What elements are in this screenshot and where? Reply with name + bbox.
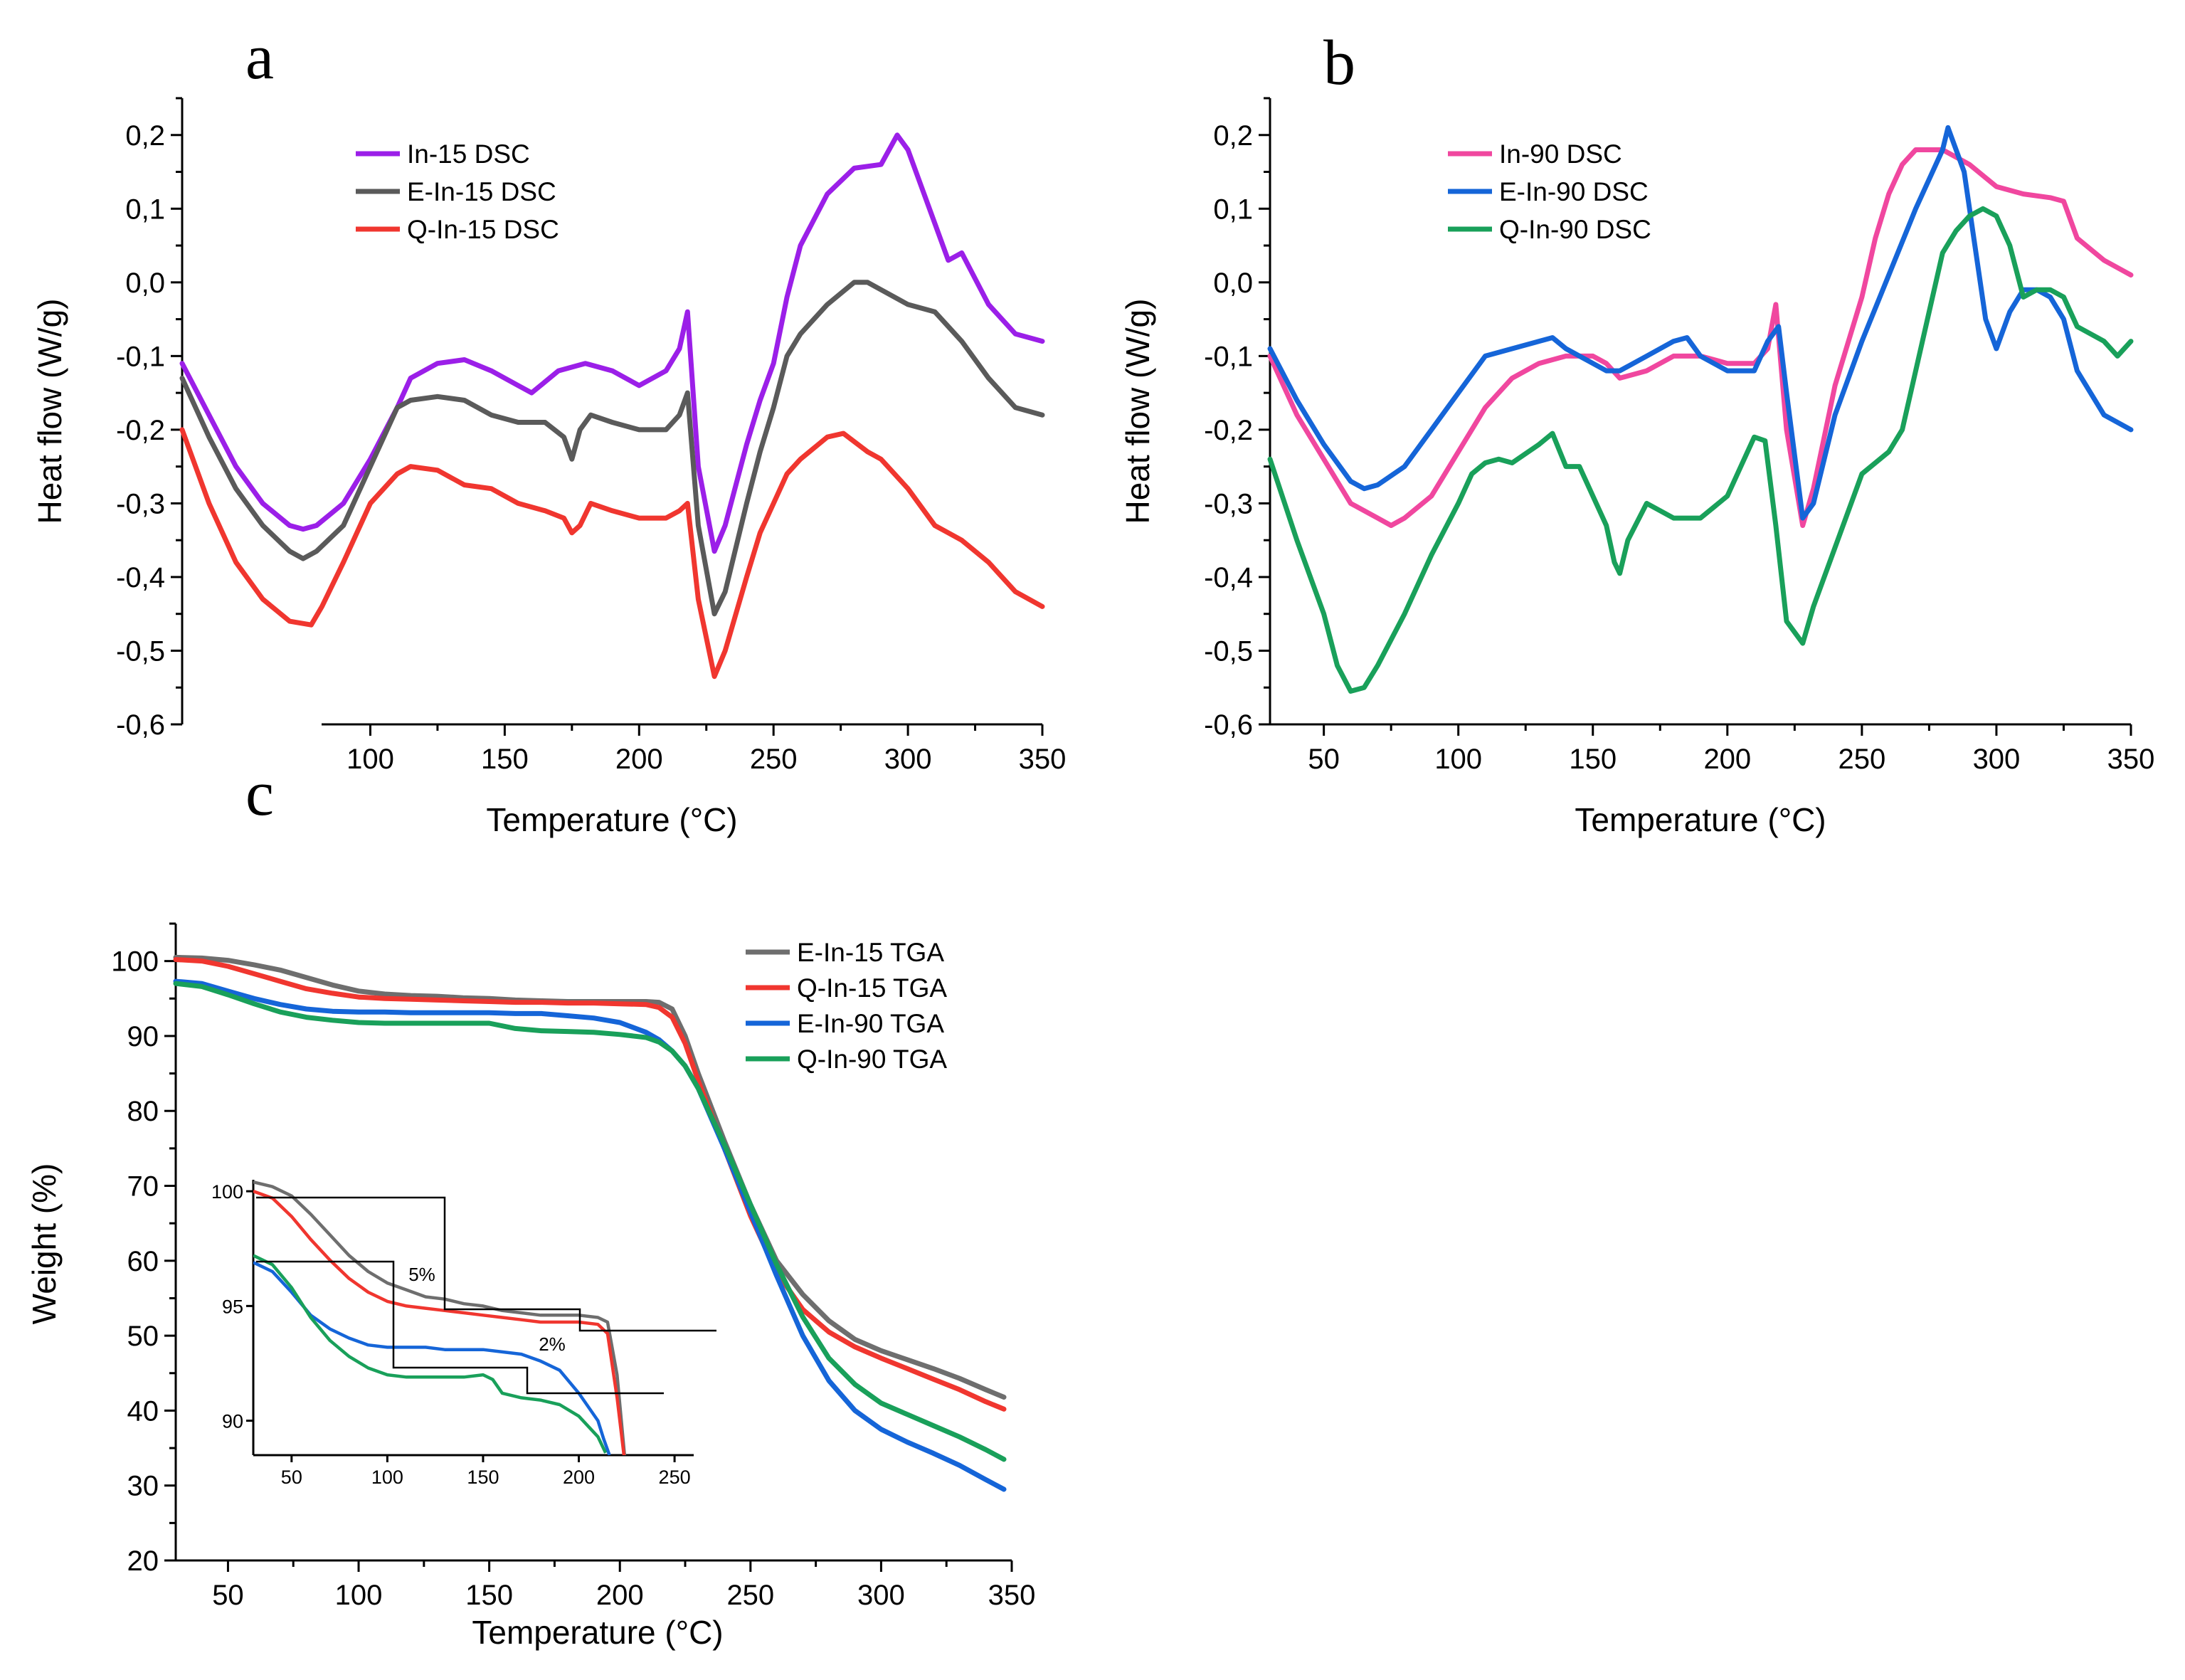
inset-series-line-e-in-15-tga: [253, 1180, 627, 1455]
legend-label: E-In-15 DSC: [407, 177, 556, 206]
legend-label: E-In-90 DSC: [1499, 177, 1649, 206]
inset-annotation-5-percent: 5%: [408, 1264, 435, 1285]
y-tick-label: 0,0: [125, 268, 165, 299]
y-tick-label: 0,0: [1213, 268, 1253, 299]
y-tick-label: 20: [127, 1546, 159, 1577]
panel-letter-b: b: [1323, 28, 1355, 98]
series-line-q-in-90-tga: [173, 981, 1007, 1462]
x-tick-label: 300: [1973, 744, 2021, 775]
x-tick-label: 350: [988, 1580, 1036, 1611]
legend-label: E-In-15 TGA: [797, 938, 944, 967]
legend-label: E-In-90 TGA: [797, 1009, 944, 1038]
series-line-q-in-15-dsc: [179, 427, 1045, 680]
inset-x-tick-label: 150: [467, 1467, 499, 1488]
legend-label: Q-In-90 DSC: [1499, 215, 1651, 244]
x-tick-label: 50: [1308, 744, 1340, 775]
legend-label: Q-In-15 DSC: [407, 215, 559, 244]
inset-x-tick-label: 100: [371, 1467, 403, 1488]
x-tick-label: 150: [465, 1580, 513, 1611]
y-tick-label: -0,3: [116, 488, 165, 519]
panel-a-dsc-chart: -0,6 -0,5 -0,4 -0,3 -0,2 -0,1 0,0 0,1 0,2 100 150 2…: [31, 97, 1067, 838]
x-tick-label: 200: [1703, 744, 1751, 775]
y-tick-label: 40: [127, 1395, 159, 1427]
series-line-q-in-90-dsc: [1267, 206, 2134, 694]
y-tick-label: 0,2: [125, 120, 165, 152]
inset-y-tick-label: 90: [222, 1411, 243, 1432]
series-line-in-15-dsc: [179, 132, 1045, 554]
legend-label: Q-In-90 TGA: [797, 1045, 947, 1074]
panel-b-dsc-chart: -0,6 -0,5 -0,4 -0,3 -0,2 -0,1 0,0 0,1 0,2 50 100 15…: [1119, 97, 2155, 838]
y-tick-label: 0,1: [1213, 194, 1253, 225]
inset-y-tick-label: 100: [211, 1181, 243, 1203]
x-tick-label: 250: [726, 1580, 774, 1611]
x-tick-label: 300: [857, 1580, 905, 1611]
inset-series-line-q-in-90-tga: [253, 1254, 608, 1454]
x-tick-label: 350: [2107, 744, 2155, 775]
x-tick-label: 250: [1839, 744, 1886, 775]
y-tick-label: 100: [111, 946, 159, 978]
y-tick-label: -0,2: [1204, 415, 1253, 446]
y-axis-title: Heat flow (W/g): [1119, 299, 1156, 524]
bracket-5-percent: [256, 1196, 716, 1332]
series-line-q-in-15-tga: [173, 957, 1007, 1412]
inset-x-tick-label: 50: [281, 1467, 302, 1488]
x-tick-label: 350: [1019, 744, 1067, 775]
y-tick-label: -0,5: [1204, 635, 1253, 667]
y-tick-label: -0,6: [1204, 709, 1253, 741]
y-tick-label: 70: [127, 1171, 159, 1203]
x-tick-label: 200: [615, 744, 663, 775]
y-tick-label: -0,4: [1204, 562, 1253, 593]
series-line-e-in-90-tga: [173, 978, 1007, 1492]
y-tick-label: 60: [127, 1246, 159, 1277]
x-tick-label: 100: [346, 744, 394, 775]
x-tick-label: 50: [212, 1580, 244, 1611]
x-axis-title: Temperature (°C): [1575, 801, 1826, 838]
y-axis-title: Heat flow (W/g): [31, 299, 68, 524]
inset-series-line-q-in-15-tga: [253, 1189, 626, 1455]
panel-letter-a: a: [245, 22, 274, 93]
x-tick-label: 250: [750, 744, 798, 775]
y-tick-label: 30: [127, 1471, 159, 1502]
bracket-2-percent: [256, 1260, 664, 1395]
y-tick-label: 80: [127, 1096, 159, 1127]
inset-annotation-2-percent: 2%: [539, 1333, 566, 1355]
x-tick-label: 100: [335, 1580, 383, 1611]
panel-letter-c: c: [245, 759, 274, 829]
x-tick-label: 100: [1434, 744, 1482, 775]
panel-c-tga-chart: 20 30 40 50 60 70 80 90 100 50 100 150 200 250 300 350 T…: [26, 922, 1036, 1651]
series-line-e-in-90-dsc: [1267, 125, 2134, 521]
x-tick-label: 150: [1569, 744, 1617, 775]
legend-label: In-15 DSC: [407, 139, 530, 169]
inset-series-line-e-in-90-tga: [253, 1261, 611, 1455]
y-tick-label: -0,2: [116, 415, 165, 446]
inset-y-tick-label: 95: [222, 1296, 243, 1317]
y-tick-label: 50: [127, 1321, 159, 1352]
y-tick-label: -0,3: [1204, 488, 1253, 519]
y-tick-label: 0,2: [1213, 120, 1253, 152]
y-tick-label: 90: [127, 1021, 159, 1052]
x-tick-label: 200: [596, 1580, 644, 1611]
y-tick-label: -0,6: [116, 709, 165, 741]
legend-label: Q-In-15 TGA: [797, 973, 947, 1003]
y-tick-label: -0,4: [116, 562, 165, 593]
y-tick-label: -0,5: [116, 635, 165, 667]
x-axis-title: Temperature (°C): [486, 801, 737, 838]
x-axis-title: Temperature (°C): [472, 1614, 723, 1651]
inset-x-tick-label: 200: [563, 1467, 595, 1488]
legend-label: In-90 DSC: [1499, 139, 1622, 169]
y-tick-label: -0,1: [116, 341, 165, 372]
x-tick-label: 300: [884, 744, 932, 775]
y-tick-label: 0,1: [125, 194, 165, 225]
inset-x-tick-label: 250: [659, 1467, 691, 1488]
y-axis-title: Weight (%): [26, 1163, 63, 1325]
inset-chart: 90 95 100 50 100 150 200 250 5% 2%: [211, 1180, 716, 1488]
series-line-e-in-15-dsc: [179, 280, 1045, 617]
x-tick-label: 150: [481, 744, 529, 775]
y-tick-label: -0,1: [1204, 341, 1253, 372]
